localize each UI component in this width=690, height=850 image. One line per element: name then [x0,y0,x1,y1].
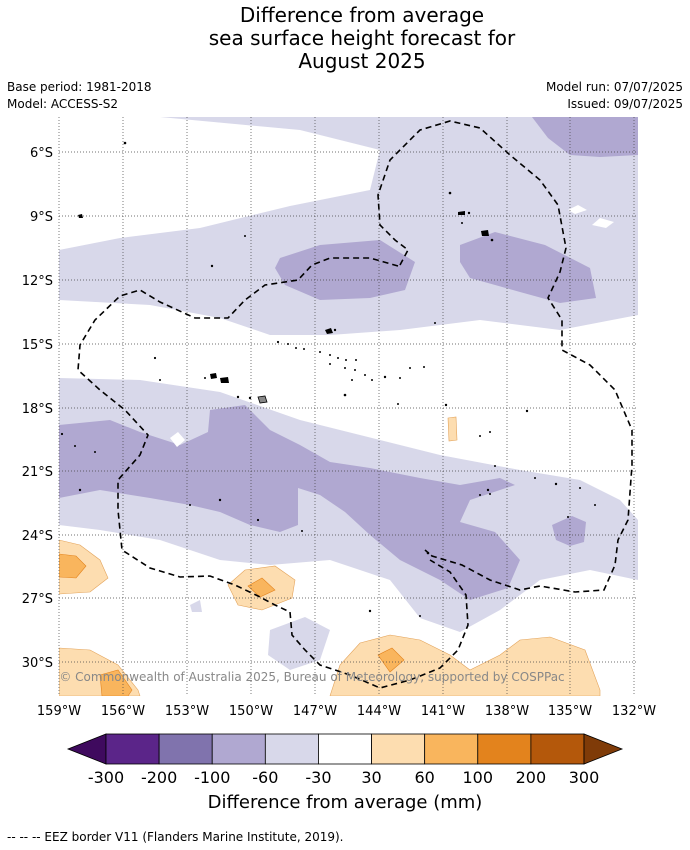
colorbar-segment [211,733,266,765]
lat-label: 18°S [22,402,53,417]
colorbar-tick-label: -30 [305,768,331,787]
colorbar-tick-label: 200 [516,768,547,787]
anomaly-region-pos30-south [329,634,601,696]
anomaly-region-neg30-north [59,117,638,335]
colorbar-label: Difference from average (mm) [207,792,483,813]
lat-label: 12°S [22,274,53,289]
colorbar-segment [105,733,160,765]
gridlines [58,117,638,696]
colorbar-segment [318,733,372,765]
lon-label: 132°W [612,704,656,719]
lat-label: 21°S [22,465,53,480]
lat-label: 9°S [30,210,53,225]
colorbar-tick-label: 60 [414,768,434,787]
colorbar-tick-label: 300 [569,768,600,787]
run-info: Model run: 07/07/2025 Issued: 09/07/2025 [546,79,683,113]
model-run-date: Model run: 07/07/2025 [545,80,683,94]
lat-label: 24°S [22,529,53,544]
lon-label: 147°W [293,704,337,719]
colorbar-segment [477,733,532,765]
chart-title: Difference from average sea surface heig… [0,4,690,73]
lon-label: 138°W [485,704,529,719]
longitude-labels: 159°W 156°W 153°W 150°W 147°W 144°W 141°… [37,704,656,719]
colorbar-segment [158,733,213,765]
latitude-labels: 6°S 9°S 12°S 15°S 18°S 21°S 24°S 27°S 30… [22,146,53,671]
lon-label: 150°W [229,704,273,719]
colorbar-ticks: -300 -200 -100 -60 -30 30 60 100 200 300 [88,768,599,787]
title-line-2: sea surface height forecast for [208,26,516,50]
model-info: Base period: 1981-2018 Model: ACCESS-S2 [7,79,152,113]
lat-label: 27°S [22,592,53,607]
colorbar-segment [264,733,319,765]
lon-label: 156°W [101,704,145,719]
lon-label: 153°W [165,704,209,719]
lon-label: 144°W [357,704,401,719]
copyright-text: © Commonwealth of Australia 2025, Bureau… [59,670,564,684]
lon-label: 135°W [548,704,592,719]
colorbar-tick-label: -60 [252,768,278,787]
lon-label: 141°W [421,704,465,719]
lat-label: 6°S [30,146,53,161]
eez-border [77,120,633,689]
colorbar-segment [530,733,585,765]
anomaly-region-neg60-northwest [275,240,415,300]
anomaly-region-neg60-east [552,516,586,546]
lat-label: 15°S [22,338,53,353]
anomaly-field [59,117,638,696]
anomaly-region-neg60-northeast [460,232,596,303]
colorbar-segment [424,733,479,765]
colorbar-tick-label: -300 [88,768,124,787]
anomaly-region-neg60-topright [532,117,638,157]
anomaly-region-pos30-island [447,416,458,442]
title-line-1: Difference from average [239,3,485,27]
colorbar-tick-label: 30 [361,768,381,787]
colorbar [66,733,624,765]
colorbar-segment [66,733,107,765]
issued-date: Issued: 09/07/2025 [567,97,683,111]
colorbar-tick-label: -100 [194,768,230,787]
islands [60,141,596,617]
lat-label: 30°S [22,656,53,671]
colorbar-segment [371,733,426,765]
colorbar-segment [583,733,624,765]
eez-footnote: -- -- -- EEZ border V11 (Flanders Marine… [7,830,344,844]
colorbar-tick-label: -200 [141,768,177,787]
anomaly-region-neg60-central [59,405,520,600]
colorbar-tick-label: 100 [463,768,494,787]
title-line-3: August 2025 [298,49,426,73]
base-period: Base period: 1981-2018 [7,80,152,94]
model-name: Model: ACCESS-S2 [7,97,119,111]
lon-label: 159°W [37,704,81,719]
